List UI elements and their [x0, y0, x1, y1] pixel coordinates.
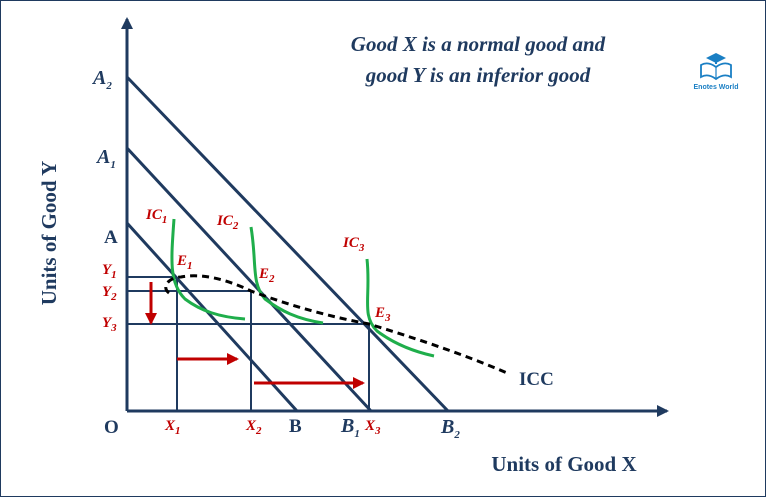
- label-y2: Y2: [102, 284, 117, 303]
- guide-lines: [127, 276, 370, 411]
- icc-label: ICC: [519, 369, 554, 390]
- label-ic2: IC2: [216, 213, 239, 232]
- label-ic1: IC1: [145, 207, 167, 226]
- budget-line-a2-b2: [125, 75, 450, 413]
- label-b2: B2: [440, 416, 460, 441]
- label-e1: E1: [176, 253, 193, 272]
- title-line-1: Good X is a normal good and: [351, 32, 606, 56]
- origin-label: O: [104, 417, 119, 438]
- label-a2: A2: [91, 67, 112, 92]
- label-x1: X1: [164, 418, 181, 437]
- title-line-2: good Y is an inferior good: [365, 63, 591, 87]
- indifference-curve-1: [170, 218, 246, 321]
- label-x2: X2: [245, 418, 262, 437]
- label-ic3: IC3: [342, 235, 365, 254]
- label-y1: Y1: [102, 262, 117, 281]
- label-e3: E3: [374, 305, 391, 324]
- label-b1: B1: [340, 415, 360, 440]
- logo-text: Enotes World: [694, 84, 739, 91]
- indifference-curve-3: [365, 258, 435, 358]
- budget-line-a-b: [125, 221, 299, 413]
- label-e2: E2: [258, 266, 275, 285]
- label-x3: X3: [364, 418, 381, 437]
- x-axis-title: Units of Good X: [491, 452, 636, 476]
- label-a1: A1: [95, 146, 116, 171]
- y-axis-title: Units of Good Y: [37, 161, 61, 306]
- indifference-curve-2: [249, 226, 324, 325]
- label-a: A: [104, 227, 118, 248]
- label-y3: Y3: [102, 315, 117, 334]
- label-b: B: [289, 416, 302, 437]
- book-graduation-cap-icon: [700, 53, 732, 81]
- enotes-logo: Enotes World: [694, 53, 739, 91]
- budget-line-a1-b1: [125, 146, 373, 413]
